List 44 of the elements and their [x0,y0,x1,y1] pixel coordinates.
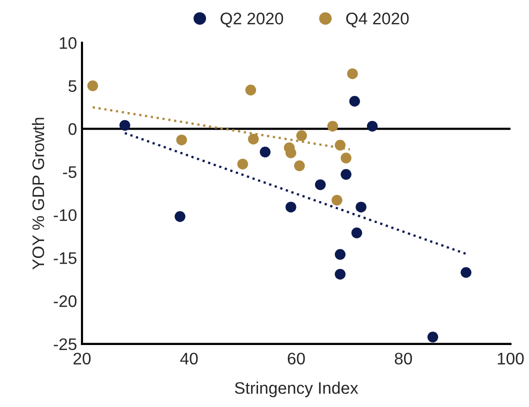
x-axis-title: Stringency Index [234,382,358,398]
point [334,140,346,151]
y-tick-label: -20 [54,295,76,308]
point [314,179,326,190]
point [245,84,256,96]
point [286,202,296,212]
point [174,211,186,222]
legend-label: Q2 2020 [220,12,284,28]
point [286,148,296,158]
point [260,146,271,158]
x-tick-label: 20 [74,352,91,364]
x-tick-label: 60 [288,352,305,364]
point [176,134,187,146]
point [349,96,360,107]
y-axis-title: YOY % GDP Growth [32,118,44,270]
y-tick-label: -25 [54,338,76,350]
point [87,80,98,92]
point [351,228,362,238]
point [294,160,305,172]
x-tick-label: 80 [394,352,412,364]
point [427,332,438,342]
point [460,267,472,278]
y-tick-label: -15 [54,252,76,264]
point [334,268,346,280]
point [327,120,338,132]
point [340,152,352,164]
y-tick-label: 0 [68,123,76,135]
y-tick-label: -10 [54,209,76,222]
point [296,130,307,142]
point [334,249,346,260]
point [366,120,378,132]
point [340,169,352,180]
point [347,68,358,80]
y-tick-label: 5 [68,80,76,92]
x-tick-label: 100 [498,352,524,364]
point [332,194,342,206]
point [248,134,259,144]
point [119,120,130,131]
point [356,202,366,212]
x-tick-label: 40 [180,352,198,364]
y-tick-label: -5 [63,166,76,178]
point [237,158,248,170]
legend-label: Q4 2020 [346,12,409,28]
y-tick-label: 10 [60,37,76,49]
